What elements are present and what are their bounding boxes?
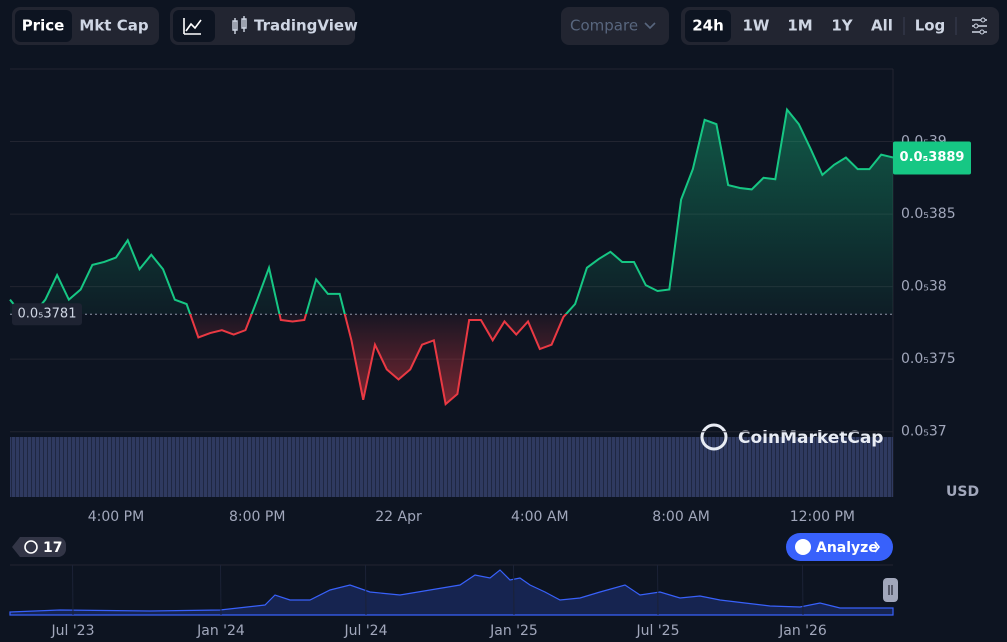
currency-label: USD — [946, 484, 979, 500]
x-tick-label: 8:00 AM — [652, 509, 710, 525]
history-pill[interactable] — [12, 537, 66, 557]
settings-knob — [979, 29, 985, 35]
analyze-button[interactable] — [786, 533, 893, 561]
price-line — [9, 107, 894, 407]
navigator-label: Jan '26 — [778, 623, 827, 639]
toggle-group — [170, 7, 355, 45]
analyze-label[interactable]: Analyze — [816, 540, 878, 556]
x-tick-label: 4:00 PM — [88, 509, 144, 525]
range-button[interactable]: 1Y — [831, 17, 853, 35]
range-group — [681, 7, 999, 45]
chevron — [644, 22, 656, 30]
history-count[interactable]: 17 — [43, 540, 62, 556]
x-tick-label: 22 Apr — [375, 509, 422, 525]
current-price-box — [893, 141, 971, 175]
y-tick-label: 0.0₅38 — [901, 279, 947, 295]
y-tick-label: 0.0₅37 — [901, 424, 947, 440]
line-icon — [183, 18, 202, 35]
price-area — [10, 109, 893, 405]
candle-icon — [232, 16, 247, 34]
analyze-icon — [795, 539, 811, 555]
navigator-label: Jan '24 — [196, 623, 245, 639]
price-label[interactable]: Price — [22, 17, 65, 35]
navigator-gridline — [365, 564, 367, 616]
navigator-label: Jan '25 — [489, 623, 538, 639]
compare-label[interactable]: Compare — [570, 17, 638, 35]
range-button[interactable]: 24h — [692, 17, 724, 35]
navigator-gridline — [220, 564, 222, 616]
x-tick-label: 8:00 PM — [229, 509, 285, 525]
navigator-area[interactable] — [9, 569, 894, 616]
baseline-label: 0.0₅3781 — [18, 307, 77, 322]
navigator-handle[interactable] — [883, 578, 898, 602]
watermark: CoinMarketCap — [738, 428, 883, 448]
navigator-gridline — [802, 564, 804, 616]
compare-dropdown[interactable] — [561, 7, 669, 45]
x-tick-label: 12:00 PM — [790, 509, 855, 525]
volume-band — [10, 437, 893, 497]
range-button[interactable]: All — [871, 17, 893, 35]
range-button[interactable]: 1W — [743, 17, 770, 35]
range-active — [685, 10, 731, 42]
navigator-gridline — [657, 564, 659, 616]
navigator-gridline — [72, 564, 74, 616]
navigator-label: Jul '23 — [50, 623, 94, 639]
tradingview-label[interactable]: TradingView — [254, 17, 358, 35]
history-icon — [24, 540, 38, 554]
navigator-gridline — [513, 564, 515, 616]
price-button[interactable] — [15, 10, 72, 42]
analyze-chevron — [874, 541, 881, 553]
x-tick-label: 4:00 AM — [511, 509, 569, 525]
mktcap-label[interactable]: Mkt Cap — [79, 17, 148, 35]
baseline-label-box — [12, 303, 82, 326]
navigator-label: Jul '25 — [635, 623, 679, 639]
y-tick-label: 0.0₅375 — [901, 351, 956, 367]
range-button[interactable]: 1M — [787, 17, 812, 35]
y-tick-label: 0.0₅385 — [901, 206, 956, 222]
watermark-logo — [700, 423, 728, 451]
settings-knob — [973, 23, 979, 29]
current-price-label: 0.0₅3889 — [900, 150, 965, 165]
navigator-label: Jul '24 — [343, 623, 387, 639]
handle-grip — [888, 585, 893, 595]
log-button[interactable]: Log — [915, 17, 946, 35]
settings-knob — [980, 17, 986, 23]
